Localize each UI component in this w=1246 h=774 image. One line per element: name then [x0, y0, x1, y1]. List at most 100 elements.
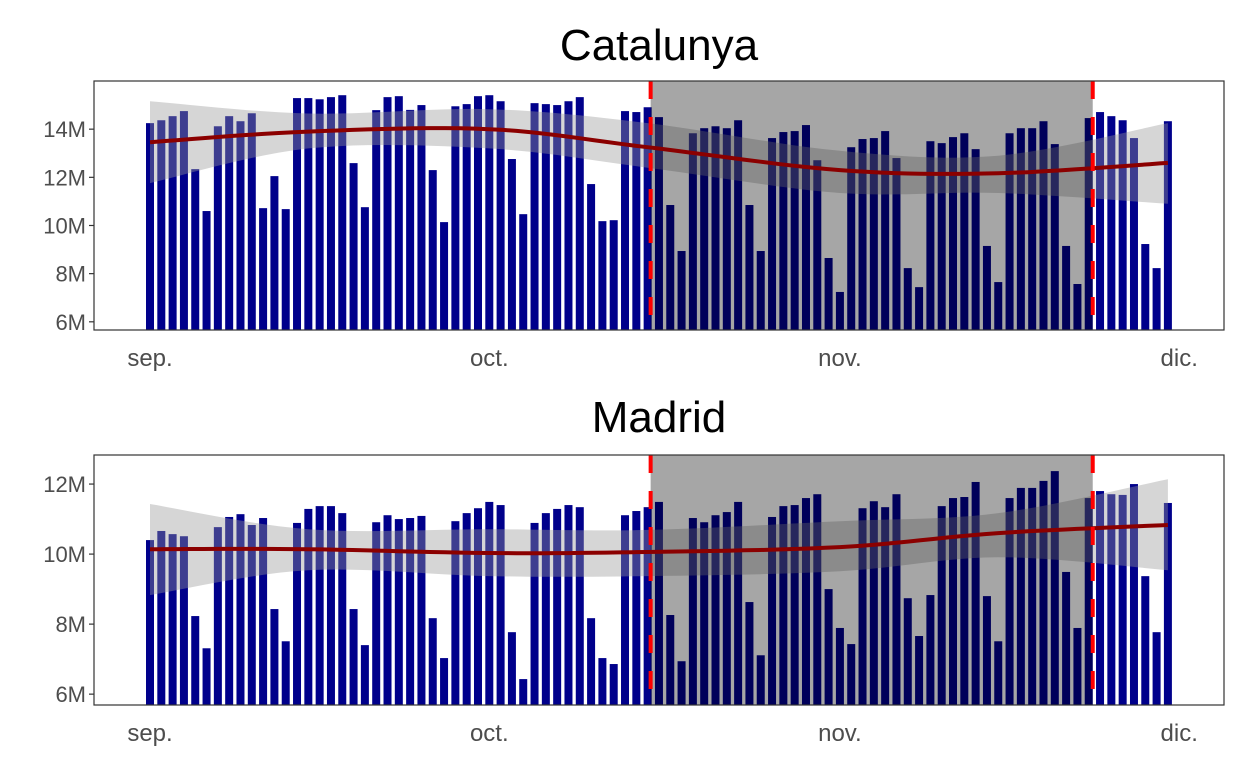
- y-tick-label: 8M: [55, 262, 86, 287]
- bar: [677, 251, 686, 330]
- bar: [994, 641, 1003, 705]
- bar: [609, 664, 618, 705]
- x-tick-label: sep.: [127, 345, 172, 372]
- bar: [711, 126, 720, 330]
- bar: [1152, 268, 1161, 330]
- bar: [1062, 571, 1071, 705]
- bar: [304, 98, 313, 330]
- x-tick-label: oct.: [470, 720, 509, 747]
- bar: [1050, 471, 1059, 705]
- bar: [621, 515, 630, 705]
- bar: [1016, 128, 1025, 330]
- bar: [213, 126, 222, 330]
- bar: [349, 609, 358, 705]
- bar: [1129, 484, 1138, 705]
- bar: [326, 97, 335, 330]
- bar: [790, 505, 799, 705]
- bar: [915, 636, 924, 705]
- bar: [281, 641, 290, 705]
- highlight-period: [650, 455, 1093, 705]
- bar: [926, 595, 935, 705]
- bar: [553, 105, 562, 330]
- bar: [1050, 144, 1059, 330]
- bar: [1005, 133, 1014, 330]
- bar: [824, 257, 833, 330]
- bar: [179, 536, 188, 705]
- bar: [711, 515, 720, 705]
- bar: [496, 505, 505, 705]
- panel-title: Catalunya: [560, 21, 759, 70]
- bar: [225, 516, 234, 705]
- bar: [1084, 498, 1093, 705]
- bar: [1129, 138, 1138, 330]
- bar: [315, 506, 324, 705]
- bar: [1152, 632, 1161, 705]
- bar: [881, 131, 890, 330]
- bar: [1073, 627, 1082, 705]
- bar: [451, 521, 460, 705]
- bar: [1107, 494, 1116, 705]
- bar: [971, 481, 980, 705]
- plot-border: [93, 80, 1225, 331]
- bar: [1084, 118, 1093, 330]
- bar: [982, 245, 991, 330]
- bar: [247, 525, 256, 705]
- bar: [790, 131, 799, 330]
- bar: [315, 99, 324, 330]
- bar: [915, 287, 924, 330]
- bar: [937, 506, 946, 705]
- bar: [869, 138, 878, 330]
- bar: [1028, 487, 1037, 705]
- bar: [654, 501, 663, 705]
- bar: [1096, 491, 1105, 705]
- plot-area: [146, 81, 1172, 330]
- bar: [406, 109, 415, 330]
- bar: [632, 112, 641, 330]
- y-tick-label: 6M: [55, 310, 86, 335]
- x-tick-label: nov.: [818, 720, 862, 747]
- plot-area: [146, 455, 1172, 705]
- bar: [666, 615, 675, 705]
- plot-border: [93, 454, 1225, 706]
- bar: [1118, 120, 1127, 330]
- bar: [734, 120, 743, 330]
- confidence-band: [150, 479, 1168, 596]
- bar: [191, 616, 200, 705]
- bar: [903, 268, 912, 330]
- bar: [146, 123, 154, 330]
- bar: [360, 207, 369, 330]
- bar: [598, 658, 607, 705]
- bar: [1039, 121, 1048, 330]
- bar: [1163, 502, 1172, 705]
- y-tick-label: 6M: [55, 682, 86, 707]
- bar: [293, 522, 302, 705]
- bar: [157, 120, 166, 330]
- bar: [722, 512, 731, 705]
- bar: [768, 516, 777, 705]
- y-tick-label: 12M: [43, 165, 86, 190]
- bar: [609, 220, 618, 330]
- bar: [168, 116, 177, 330]
- bar: [824, 589, 833, 705]
- bar: [507, 632, 516, 705]
- bar: [949, 498, 958, 705]
- bar: [485, 95, 494, 330]
- bar: [903, 598, 912, 705]
- bar: [530, 103, 539, 330]
- bar: [858, 508, 867, 705]
- bar: [745, 602, 754, 705]
- bar: [541, 104, 550, 330]
- bar: [326, 506, 335, 705]
- x-tick-label: sep.: [127, 720, 172, 747]
- bar: [1096, 112, 1105, 330]
- bar: [530, 522, 539, 705]
- bar: [960, 133, 969, 330]
- bar: [1028, 128, 1037, 330]
- bar: [734, 501, 743, 705]
- bar: [1141, 576, 1150, 705]
- bar: [281, 209, 290, 330]
- bar: [564, 505, 573, 705]
- bar: [847, 644, 856, 705]
- bar: [575, 507, 584, 705]
- bar: [722, 128, 731, 330]
